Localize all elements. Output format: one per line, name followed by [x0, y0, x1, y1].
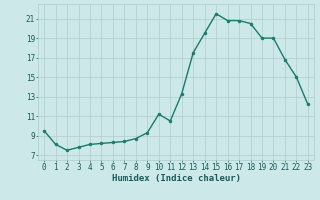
X-axis label: Humidex (Indice chaleur): Humidex (Indice chaleur)	[111, 174, 241, 183]
